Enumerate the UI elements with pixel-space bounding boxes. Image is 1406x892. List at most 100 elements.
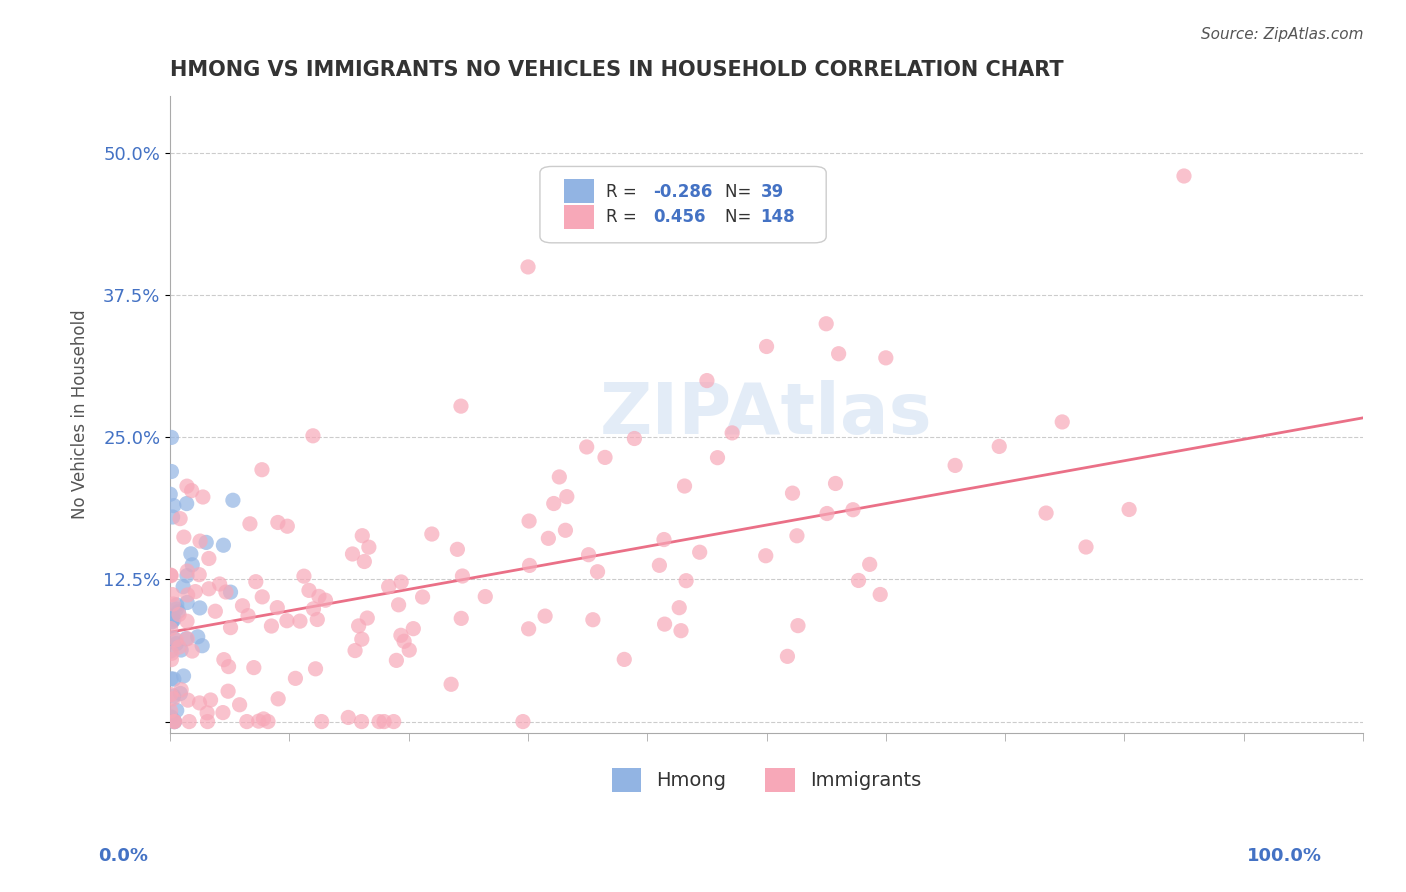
Point xyxy=(181,558,204,572)
Point xyxy=(350,714,373,729)
Point xyxy=(842,502,865,516)
Point xyxy=(347,619,370,633)
Point xyxy=(212,706,235,720)
Point xyxy=(302,602,325,616)
Point xyxy=(176,632,198,646)
Point xyxy=(163,714,186,729)
Point xyxy=(195,706,218,720)
Point xyxy=(159,568,181,582)
Point xyxy=(174,632,197,646)
Point xyxy=(517,260,540,274)
Point xyxy=(160,652,183,666)
Point xyxy=(307,613,329,627)
Point xyxy=(243,660,266,674)
Point xyxy=(163,714,186,729)
Text: R =: R = xyxy=(606,209,641,227)
Point xyxy=(308,590,330,604)
Point xyxy=(177,693,200,707)
Point xyxy=(163,714,186,729)
Point xyxy=(314,593,336,607)
Point xyxy=(787,618,810,632)
Point xyxy=(173,669,195,683)
Text: R =: R = xyxy=(606,183,641,201)
Point xyxy=(311,714,333,729)
Point xyxy=(162,631,184,645)
Point xyxy=(353,554,375,568)
Point xyxy=(266,600,288,615)
Point xyxy=(1074,540,1097,554)
Point xyxy=(250,463,273,477)
Point xyxy=(575,440,598,454)
Point xyxy=(176,564,198,578)
Point xyxy=(368,714,391,729)
Point xyxy=(377,580,399,594)
Point xyxy=(172,580,194,594)
Point xyxy=(859,558,882,572)
Point xyxy=(180,547,202,561)
Point xyxy=(167,605,190,619)
Point xyxy=(159,622,181,636)
Point xyxy=(389,628,412,642)
Point xyxy=(160,465,183,479)
Point xyxy=(392,634,415,648)
Point xyxy=(356,611,378,625)
Point xyxy=(276,614,298,628)
Point xyxy=(815,507,838,521)
Text: HMONG VS IMMIGRANTS NO VEHICLES IN HOUSEHOLD CORRELATION CHART: HMONG VS IMMIGRANTS NO VEHICLES IN HOUSE… xyxy=(170,60,1064,79)
Point xyxy=(721,425,744,440)
Point xyxy=(184,584,207,599)
Point xyxy=(1050,415,1073,429)
Point xyxy=(342,547,364,561)
Point xyxy=(160,568,183,582)
Text: N=: N= xyxy=(725,209,756,227)
Point xyxy=(180,483,202,498)
Point xyxy=(669,624,692,638)
Point xyxy=(169,686,191,700)
Point xyxy=(446,542,468,557)
Bar xyxy=(564,204,593,228)
Point xyxy=(187,630,209,644)
Point xyxy=(578,548,600,562)
Point xyxy=(420,527,443,541)
Point xyxy=(755,549,778,563)
Point xyxy=(517,622,540,636)
Point xyxy=(554,523,576,537)
Point xyxy=(236,608,259,623)
Point xyxy=(181,644,204,658)
Point xyxy=(212,653,235,667)
Point xyxy=(943,458,966,473)
Point xyxy=(191,639,214,653)
Point xyxy=(706,450,728,465)
Point xyxy=(344,643,367,657)
Point xyxy=(215,585,238,599)
Point xyxy=(198,582,221,596)
Point xyxy=(176,497,198,511)
Point xyxy=(162,689,184,703)
Point xyxy=(696,374,718,388)
Point xyxy=(776,649,799,664)
Point xyxy=(548,470,571,484)
Text: 39: 39 xyxy=(761,183,783,201)
Point xyxy=(337,710,360,724)
Point xyxy=(517,514,540,528)
Point xyxy=(165,637,187,651)
Point xyxy=(689,545,711,559)
Point xyxy=(204,604,226,618)
Point xyxy=(198,551,221,566)
Bar xyxy=(564,179,593,203)
Point xyxy=(815,317,838,331)
Point xyxy=(292,569,315,583)
Text: 0.456: 0.456 xyxy=(654,209,706,227)
Point xyxy=(537,532,560,546)
Point xyxy=(176,588,198,602)
Point xyxy=(267,516,290,530)
Point xyxy=(613,652,636,666)
Point xyxy=(176,614,198,628)
Point xyxy=(668,600,690,615)
Point xyxy=(474,590,496,604)
Text: 148: 148 xyxy=(761,209,796,227)
Point xyxy=(260,619,283,633)
Point xyxy=(875,351,897,365)
Point xyxy=(163,499,186,513)
Point xyxy=(245,574,267,589)
